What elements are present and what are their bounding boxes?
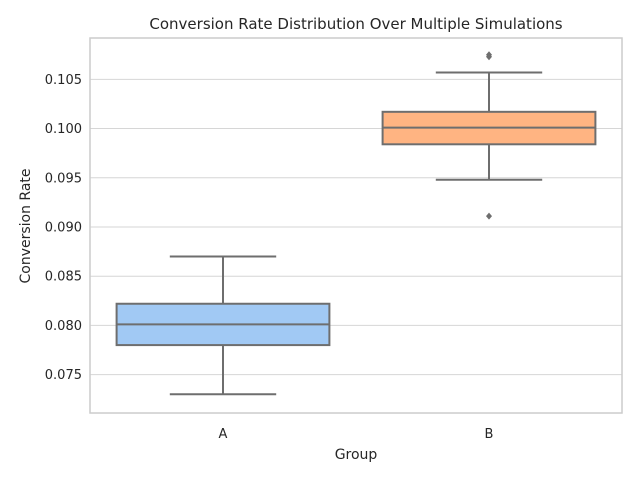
y-tick-labels: 0.075 0.080 0.085 0.090 0.095 0.100 0.105: [45, 73, 82, 383]
y-tick-label: 0.100: [45, 122, 82, 137]
y-tick-label: 0.095: [45, 171, 82, 186]
y-tick-label: 0.090: [45, 220, 82, 235]
outlier-marker: [486, 51, 492, 59]
x-axis-label: Group: [335, 447, 378, 463]
boxes: [115, 51, 597, 396]
outlier-marker: [486, 212, 492, 220]
x-tick-label: A: [219, 427, 228, 442]
y-tick-label: 0.075: [45, 368, 82, 383]
y-tick-label: 0.085: [45, 270, 82, 285]
box-B: [381, 51, 597, 220]
y-axis-label: Conversion Rate: [18, 168, 34, 283]
plot-frame: [89, 37, 623, 414]
x-tick-label: B: [485, 427, 494, 442]
y-tick-label: 0.105: [45, 73, 82, 88]
box-A: [115, 255, 331, 396]
y-tick-label: 0.080: [45, 319, 82, 334]
chart-title: Conversion Rate Distribution Over Multip…: [149, 15, 562, 33]
